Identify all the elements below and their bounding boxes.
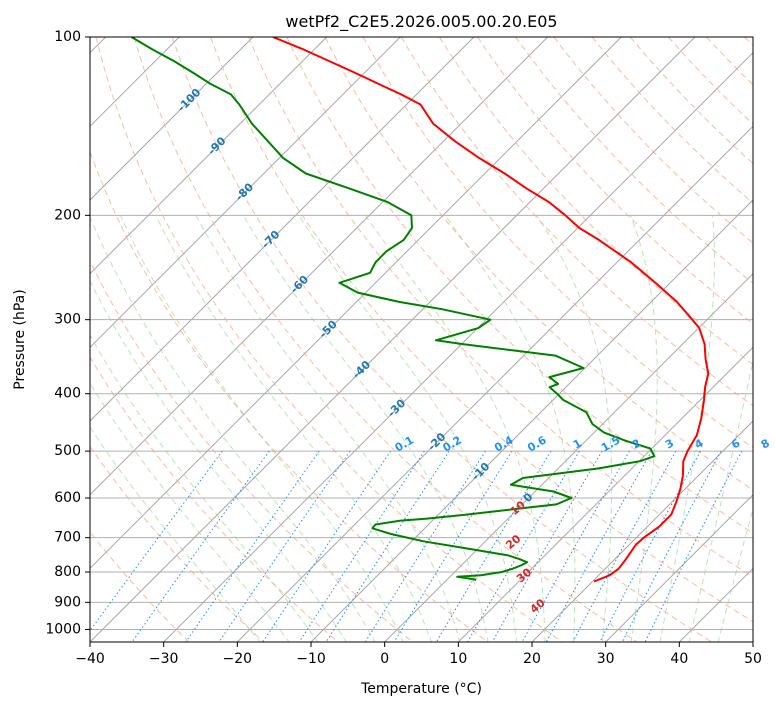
x-tick-label: 30 [597, 651, 615, 667]
dry-adiabat-line [324, 37, 753, 491]
moist-adiabat-line [630, 215, 658, 642]
isotherm-line [752, 641, 753, 642]
dry-adiabat-line [210, 37, 753, 623]
dry-adiabat-line [90, 356, 339, 642]
mixing-ratio-line [90, 450, 223, 632]
temperature-profile-line [272, 37, 710, 583]
isotherm-line [90, 37, 475, 422]
isotherm-line [90, 37, 549, 496]
x-axis: −40 −30 −20 −10 0 10 20 30 40 50 [75, 642, 762, 667]
moist-adiabat-line [90, 426, 261, 642]
isotherm-line [90, 37, 622, 570]
isotherm-line [90, 37, 328, 275]
isotherm-line [90, 37, 401, 349]
dry-adiabat-line [248, 37, 753, 578]
moist-adiabat-line [536, 215, 613, 642]
moist-adiabat-line [90, 334, 319, 642]
mixing-ratio-line [545, 450, 653, 642]
series-layer [130, 37, 710, 583]
mixing-ratio-line [393, 450, 513, 642]
moist-adiabat-line [120, 215, 404, 642]
mixing-ratio-line [491, 450, 603, 642]
y-tick-label: 100 [54, 29, 81, 45]
isotherm-line [605, 493, 753, 642]
x-tick-label: −40 [75, 651, 105, 667]
x-axis-title: Temperature (°C) [360, 681, 482, 697]
moist-adiabat-line [155, 215, 432, 642]
chart-title: wetPf2_C2E5.2026.005.00.20.E05 [285, 12, 557, 32]
isotherm-line [90, 37, 696, 642]
isotherm-line [163, 51, 753, 642]
mixing-ratio-label: 8 [759, 437, 772, 452]
y-axis: 100 200 300 400 500 600 700 800 900 1000 [45, 29, 90, 637]
x-tick-label: −20 [223, 651, 253, 667]
y-tick-label: 400 [54, 386, 81, 402]
moist-adiabat-line [90, 382, 290, 642]
isotherm-line [384, 272, 753, 642]
y-tick-label: 800 [54, 564, 81, 580]
y-tick-label: 1000 [45, 621, 81, 637]
y-tick-label: 500 [54, 443, 81, 459]
dry-adiabat-line [90, 150, 488, 642]
mixing-ratio-line [521, 450, 630, 642]
mixing-ratio-line [572, 450, 677, 642]
moist-adiabat-line [364, 215, 546, 642]
mixing-ratio-line [262, 450, 392, 642]
moist-adiabat-line [195, 215, 461, 642]
mixing-ratio-line [218, 450, 351, 642]
x-tick-label: 10 [449, 651, 467, 667]
isotherm-line [531, 420, 753, 642]
mixing-ratio-line [599, 450, 701, 642]
dry-adiabat-line [438, 37, 753, 366]
dry-adiabat-line [286, 37, 753, 534]
x-tick-label: −10 [296, 651, 326, 667]
isotherm-line [236, 125, 753, 642]
mixing-ratio-line [644, 450, 743, 642]
y-tick-label: 900 [54, 594, 81, 610]
dry-adiabat-line [477, 37, 753, 325]
isotherm-line [90, 37, 254, 201]
x-tick-label: 40 [670, 651, 688, 667]
y-axis-title: Pressure (hPa) [12, 289, 28, 389]
y-tick-label: 700 [54, 530, 81, 546]
y-tick-label: 600 [54, 490, 81, 506]
dry-adiabat-line [171, 37, 712, 642]
x-tick-label: 0 [380, 651, 389, 667]
dry-adiabat-line [95, 37, 563, 642]
y-tick-label: 300 [54, 312, 81, 328]
x-tick-label: 20 [523, 651, 541, 667]
moist-adiabat-line [659, 215, 715, 642]
y-tick-label: 200 [54, 207, 81, 223]
dewpoint-profile-line [130, 37, 656, 581]
moist-adiabat-line [242, 215, 489, 642]
mixing-ratio-line [298, 450, 425, 642]
background-lines [90, 37, 753, 642]
mixing-ratio-line [185, 450, 320, 642]
dry-adiabat-line [90, 445, 264, 642]
plot-frame [89, 36, 754, 643]
dry-adiabat-line [90, 259, 414, 642]
x-tick-label: −30 [149, 651, 179, 667]
moist-adiabat-line [90, 215, 376, 642]
dry-adiabat-line [133, 37, 638, 642]
isotherm-line [457, 346, 753, 642]
mixing-ratio-line [621, 450, 722, 642]
x-tick-label: 50 [744, 651, 762, 667]
